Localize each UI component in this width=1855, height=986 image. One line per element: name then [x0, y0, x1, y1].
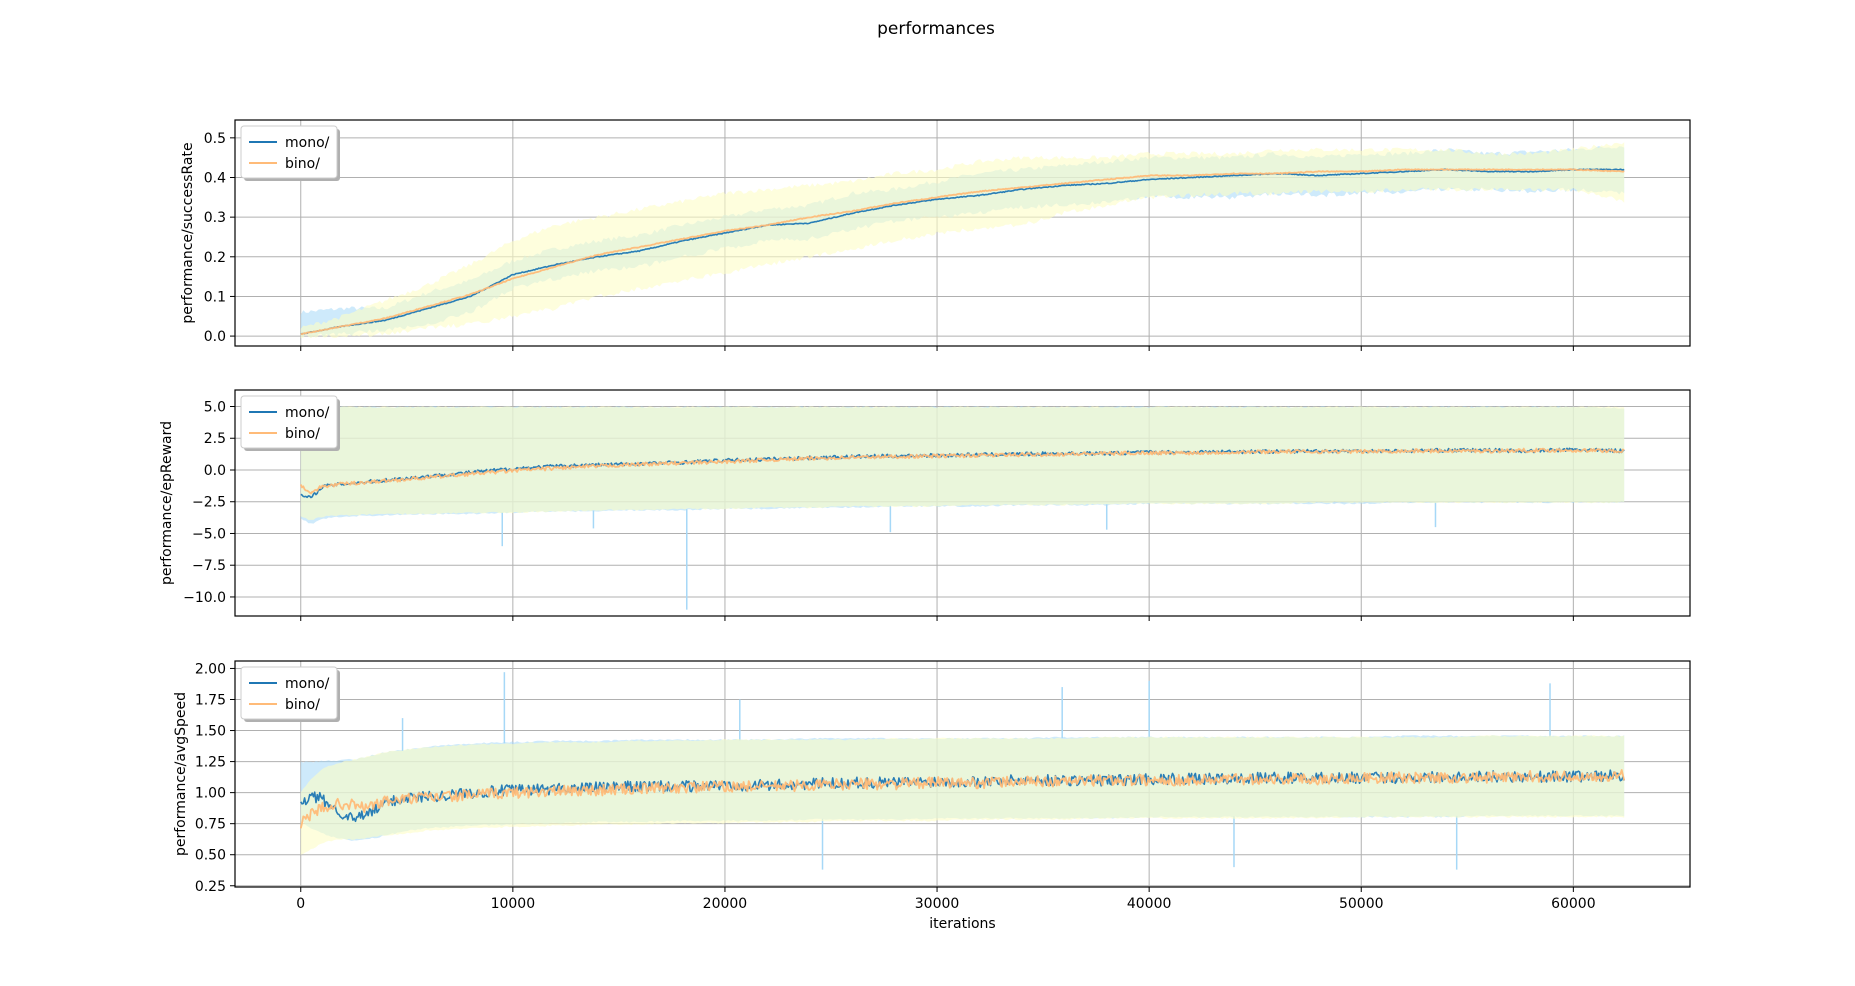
axes-frame: [234, 119, 1691, 347]
y-tick-label: 0.50: [195, 848, 226, 864]
axes-frame: [234, 389, 1691, 617]
y-tick-label: 0.1: [204, 289, 226, 305]
legend-label-bino: bino/: [285, 426, 320, 442]
y-tick-label: 1.50: [195, 724, 226, 740]
legend-box: [240, 125, 338, 179]
legend-box: [240, 395, 338, 449]
x-tick-label: 30000: [915, 896, 960, 912]
x-axis-label: iterations: [929, 916, 995, 932]
y-tick-label: −5.0: [192, 526, 226, 542]
y-tick-label: 5.0: [204, 400, 226, 416]
y-axis-label: performance/avgSpeed: [173, 692, 189, 856]
y-tick-label: 0.0: [204, 463, 226, 479]
plot-area: [299, 406, 1625, 610]
legend-box: [240, 666, 338, 720]
legend-label-mono: mono/: [285, 405, 330, 421]
y-axis-label: performance/epReward: [159, 421, 175, 585]
legend: mono/bino/: [240, 125, 340, 181]
figure-title: performances: [877, 19, 995, 39]
plot-area: [300, 140, 1625, 339]
y-tick-label: 2.00: [195, 661, 226, 677]
legend: mono/bino/: [240, 395, 340, 451]
x-tick-label: 0: [296, 896, 305, 912]
y-tick-label: 1.75: [195, 692, 226, 708]
legend-label-mono: mono/: [285, 676, 330, 692]
y-tick-label: 1.25: [195, 755, 226, 771]
axes-frame: [234, 660, 1691, 888]
plot-area: [299, 672, 1626, 870]
y-axis-label: performance/successRate: [180, 142, 196, 323]
x-tick-label: 10000: [491, 896, 536, 912]
y-tick-label: −7.5: [192, 558, 226, 574]
y-tick-label: 0.0: [204, 329, 226, 345]
y-tick-label: 2.5: [204, 431, 226, 447]
series-line-mono: [300, 168, 1625, 335]
y-tick-label: 0.5: [204, 131, 226, 147]
x-tick-label: 20000: [703, 896, 748, 912]
subplot-3: 0 10000 20000 30000 40000 50000 60000 0.25 0.50 0…: [173, 660, 1691, 932]
confidence-band-bino: [300, 140, 1625, 339]
y-tick-label: 1.00: [195, 786, 226, 802]
x-tick-label: 40000: [1127, 896, 1172, 912]
legend: mono/bino/: [240, 666, 340, 722]
legend-label-bino: bino/: [285, 697, 320, 713]
confidence-band-bino: [300, 406, 1625, 520]
subplots: 0.0 0.1 0.2 0.3 0.4 0.5 performance/successRat…: [159, 119, 1691, 932]
x-tick-label: 60000: [1551, 896, 1596, 912]
y-tick-label: 0.2: [204, 250, 226, 266]
y-tick-label: 0.25: [195, 879, 226, 895]
y-tick-label: 0.75: [195, 817, 226, 833]
series-line-bino: [299, 447, 1625, 495]
subplot-1: 0.0 0.1 0.2 0.3 0.4 0.5 performance/successRat…: [180, 119, 1691, 351]
x-tick-label: 50000: [1339, 896, 1384, 912]
legend-label-mono: mono/: [285, 135, 330, 151]
y-tick-label: 0.3: [204, 210, 226, 226]
subplot-2: −10.0 −7.5 −5.0 −2.5 0.0 2.5 5.0 performance/ep…: [159, 389, 1691, 621]
y-tick-label: −2.5: [192, 495, 226, 511]
confidence-band-bino: [300, 735, 1625, 855]
series-line-bino: [300, 168, 1625, 336]
y-tick-label: −10.0: [183, 590, 226, 606]
legend-label-bino: bino/: [285, 156, 320, 172]
y-tick-label: 0.4: [204, 170, 226, 186]
confidence-band-mono: [300, 145, 1625, 338]
series-line-bino: [299, 769, 1626, 829]
